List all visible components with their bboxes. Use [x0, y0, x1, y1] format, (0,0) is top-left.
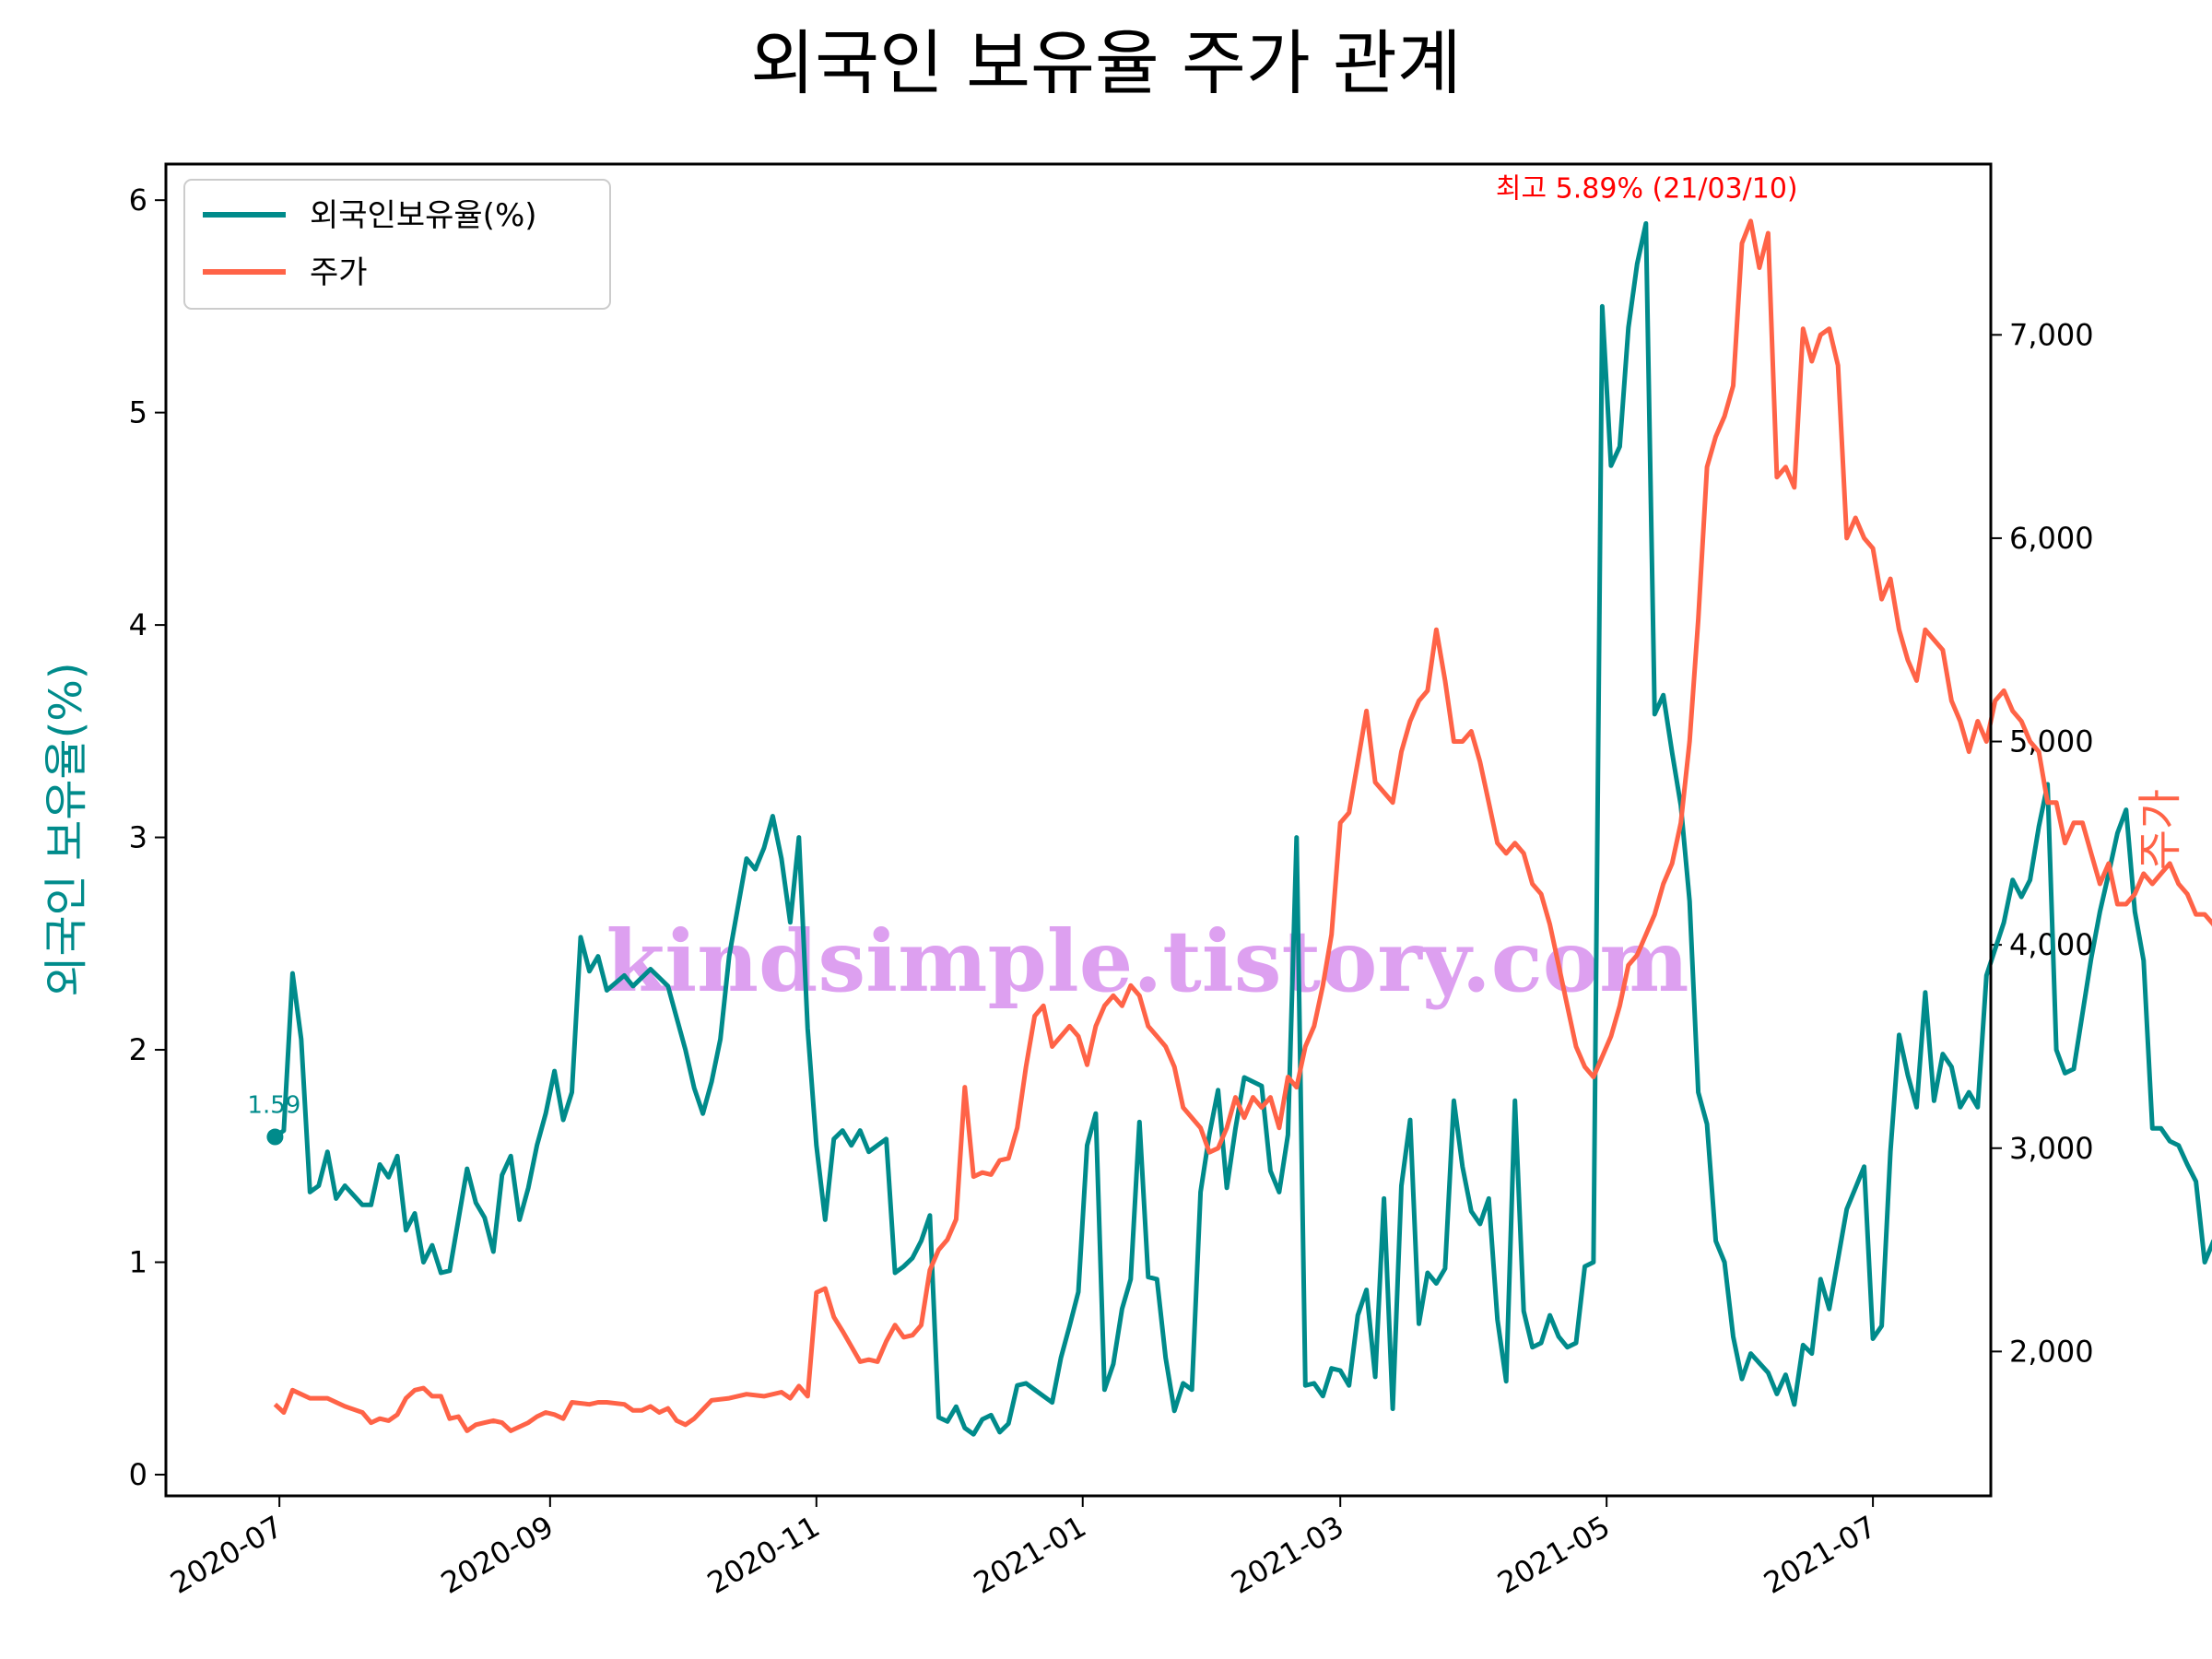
y-left-tick-label: 4	[129, 607, 147, 642]
start-value-label: 1.59	[247, 1092, 300, 1120]
y-right-tick-label: 2,000	[2009, 1334, 2094, 1369]
y-left-tick-label: 2	[129, 1032, 147, 1067]
x-tick-label: 2021-03	[1225, 1509, 1349, 1601]
start-marker	[266, 1128, 284, 1146]
series-line-foreign-ratio	[273, 221, 2212, 1437]
x-tick-label: 2021-05	[1491, 1509, 1616, 1601]
x-tick-label: 2021-01	[968, 1509, 1092, 1601]
y-right-tick-label: 5,000	[2009, 724, 2094, 759]
y-axis-right-label: 주가	[2135, 789, 2186, 870]
max-annotation: 최고 5.89% (21/03/10)	[1496, 173, 1798, 206]
y-left-tick-label: 5	[129, 395, 147, 430]
plot-area-frame	[164, 162, 1993, 1498]
x-tick-label: 2021-07	[1758, 1509, 1882, 1601]
legend-box	[183, 179, 611, 310]
y-right-tick-label: 3,000	[2009, 1131, 2094, 1166]
chart-title: 외국인 보유율 주가 관계	[750, 22, 1462, 104]
x-tick-label: 2020-09	[435, 1509, 559, 1601]
series-line-price	[273, 218, 2212, 1433]
y-axis-left-label: 외국인 보유율(%)	[41, 662, 92, 996]
legend-entry-ratio: 외국인보유율(%)	[310, 197, 537, 234]
x-tick-label: 2020-07	[164, 1509, 288, 1601]
y-right-tick-label: 6,000	[2009, 521, 2094, 556]
legend-entry-price: 주가	[310, 254, 368, 291]
y-left-tick-label: 6	[129, 182, 147, 218]
legend: 외국인보유율(%) 주가	[183, 179, 611, 310]
y-right-tick-label: 7,000	[2009, 317, 2094, 352]
y-left-tick-label: 0	[129, 1457, 147, 1492]
watermark-text: kindsimple.tistory.com	[606, 912, 1688, 1011]
x-tick-label: 2020-11	[701, 1509, 826, 1601]
y-left-tick-label: 3	[129, 820, 147, 855]
y-left-tick-label: 1	[129, 1244, 147, 1279]
